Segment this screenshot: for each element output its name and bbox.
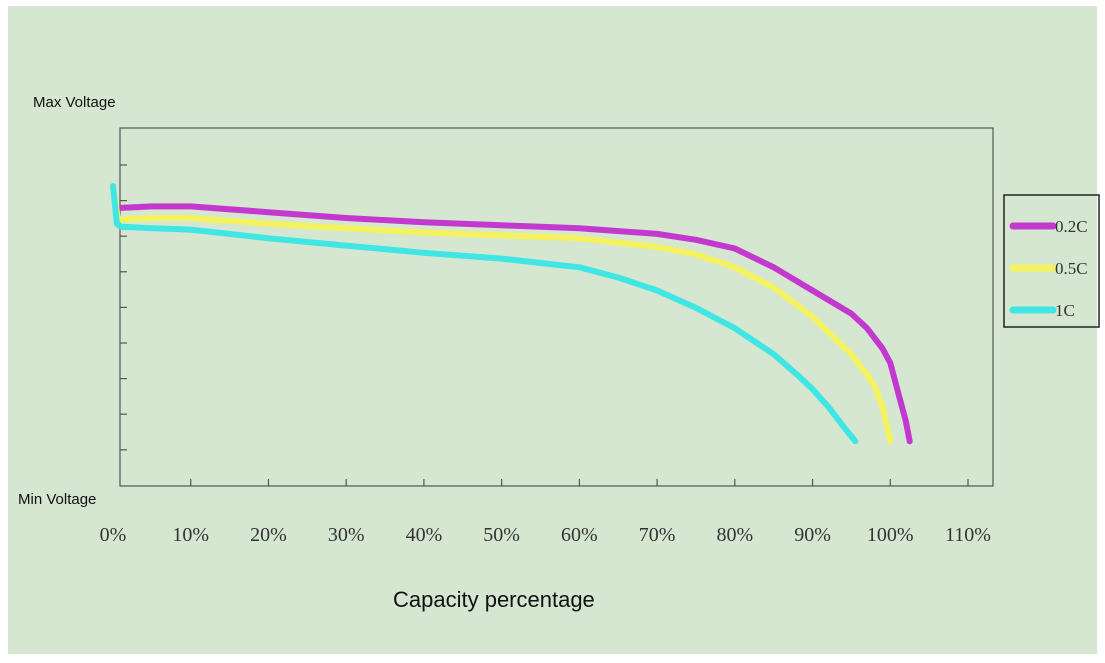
plot-area: [119, 127, 994, 487]
x-tick-label: 70%: [639, 524, 676, 546]
x-tick-label: 60%: [561, 524, 598, 546]
legend-label: 1C: [1055, 301, 1075, 320]
max-voltage-label: Max Voltage: [33, 94, 116, 111]
x-tick-label: 10%: [172, 524, 209, 546]
series-line-0.2C: [117, 203, 913, 445]
legend-box: [1003, 194, 1100, 328]
legend-label: 0.5C: [1055, 259, 1088, 278]
series-line-0.5C: [112, 197, 894, 445]
x-tick-label: 20%: [250, 524, 287, 546]
legend: 0.2C 0.5C 1C: [1003, 194, 1100, 328]
x-tick-label: 90%: [794, 524, 831, 546]
min-voltage-label: Min Voltage: [18, 491, 97, 508]
x-tick-label: 30%: [328, 524, 365, 546]
x-tick-label: 0%: [100, 524, 127, 546]
chart-background: [8, 6, 1097, 654]
series-layer: [110, 183, 913, 445]
x-tick-label: 100%: [867, 524, 914, 546]
x-tick-label: 40%: [406, 524, 443, 546]
legend-label: 0.2C: [1055, 217, 1088, 236]
x-axis-title: Capacity percentage: [393, 587, 595, 612]
x-tick-label: 50%: [483, 524, 520, 546]
x-axis-ticks: 0% 10% 20% 30% 40% 50% 60% 70% 80% 90% 100% 110%: [100, 479, 991, 546]
series-line-1C: [110, 183, 859, 445]
y-axis-ticks: [120, 164, 127, 451]
x-tick-label: 110%: [945, 524, 991, 546]
x-tick-label: 80%: [716, 524, 753, 546]
